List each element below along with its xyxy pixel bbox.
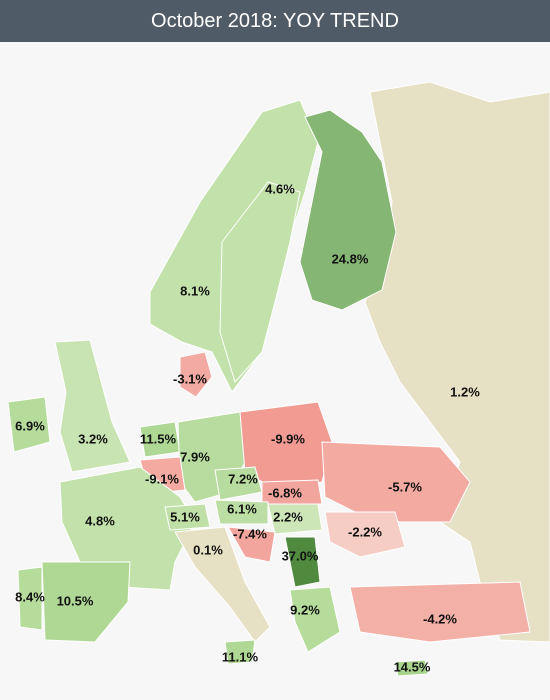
region-label: 9.2%: [290, 602, 320, 617]
region-label: -4.2%: [423, 611, 457, 626]
region-label: 7.2%: [228, 471, 258, 486]
region-label: -6.8%: [268, 485, 302, 500]
title: October 2018: YOY TREND: [151, 10, 399, 32]
region-label: 1.2%: [450, 384, 480, 399]
region-label: -3.1%: [173, 371, 207, 386]
country-shape: [164, 503, 211, 531]
country-shape: [227, 526, 276, 563]
region-label: 7.9%: [180, 449, 210, 464]
region-label: 3.2%: [78, 431, 108, 446]
country-shape: [394, 659, 429, 677]
country-shape: [299, 109, 397, 311]
region-label: 5.1%: [170, 509, 200, 524]
country-shape: [174, 526, 271, 643]
country-shape: [224, 639, 256, 665]
title-bar: October 2018: YOY TREND: [0, 0, 550, 42]
country-shape: [289, 586, 341, 653]
country-shape: [349, 581, 531, 643]
region-label: 4.6%: [265, 181, 295, 196]
region-label: -5.7%: [388, 479, 422, 494]
country-shape: [59, 466, 196, 591]
country-shape: [7, 396, 51, 453]
region-label: -9.1%: [145, 471, 179, 486]
region-label: 24.8%: [332, 251, 369, 266]
region-label: 8.1%: [180, 283, 210, 298]
region-label: 4.8%: [85, 513, 115, 528]
region-label: 0.1%: [193, 542, 223, 557]
region-label: 37.0%: [282, 548, 319, 563]
country-shape: [179, 351, 213, 398]
region-label: 2.2%: [273, 509, 303, 524]
country-shape: [261, 479, 323, 505]
country-shape: [284, 536, 321, 588]
region-label: -7.4%: [233, 526, 267, 541]
country-shape: [321, 441, 471, 523]
region-label: 8.4%: [15, 589, 45, 604]
map: 4.6%24.8%8.1%-3.1%1.2%6.9%3.2% 11.5%7.9%-…: [0, 42, 550, 700]
region-label: -9.9%: [271, 431, 305, 446]
region-label: 10.5%: [57, 593, 94, 608]
region-label: 6.9%: [15, 418, 45, 433]
country-shape: [324, 511, 406, 558]
region-label: 11.1%: [222, 649, 259, 664]
region-label: 14.5%: [394, 659, 431, 674]
country-shape: [54, 339, 131, 473]
region-label: -2.2%: [348, 524, 382, 539]
country-shape: [214, 499, 269, 525]
country-shape: [219, 181, 301, 383]
country-shape: [41, 561, 131, 643]
country-shape: [17, 566, 43, 631]
region-label: 11.5%: [140, 431, 177, 446]
country-shape: [267, 503, 323, 535]
region-label: 6.1%: [227, 501, 257, 516]
